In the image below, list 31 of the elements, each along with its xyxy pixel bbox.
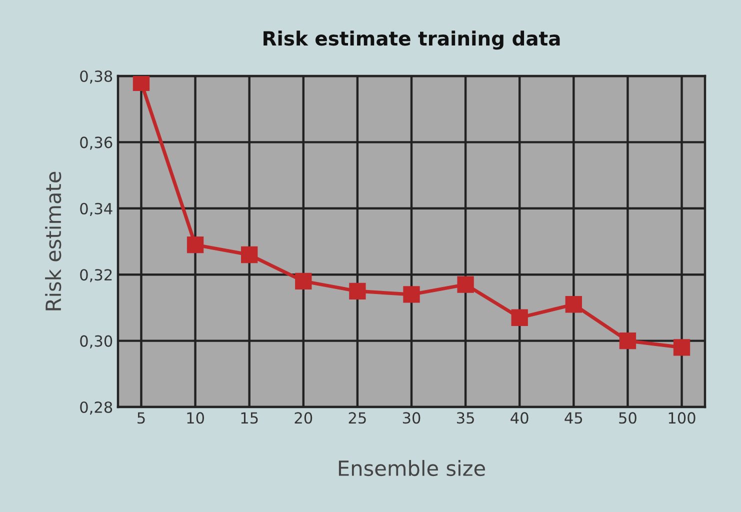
point xyxy=(619,332,636,350)
y-tick-label: 0,32 xyxy=(80,269,112,282)
point xyxy=(565,296,582,313)
point xyxy=(673,339,690,356)
y-axis-title: Risk estimate xyxy=(45,172,62,310)
y-tick-label: 0,28 xyxy=(80,401,112,415)
y-tick-label: 0,36 xyxy=(80,136,112,150)
point xyxy=(295,272,312,290)
x-tick-label: 25 xyxy=(348,412,366,424)
point xyxy=(457,276,474,293)
x-tick-label: 40 xyxy=(510,412,528,424)
point xyxy=(349,282,366,300)
y-tick-label: 0,38 xyxy=(80,70,112,84)
point xyxy=(241,246,258,264)
x-tick-label: 45 xyxy=(564,412,582,424)
x-tick-label: 35 xyxy=(456,412,474,424)
x-tick-label: 20 xyxy=(294,412,312,424)
point xyxy=(132,76,150,91)
y-tick-label: 0,34 xyxy=(80,202,112,216)
x-tick-label: 5 xyxy=(138,412,145,424)
point xyxy=(403,286,420,303)
x-tick-label: 15 xyxy=(241,412,258,424)
y-tick-label: 0,30 xyxy=(80,335,112,348)
x-tick-label: 100 xyxy=(668,412,696,424)
x-tick-label: 50 xyxy=(619,412,636,424)
x-tick-label: 10 xyxy=(187,412,204,424)
chart-title: Risk estimate training data xyxy=(264,30,560,50)
point xyxy=(186,236,204,254)
x-axis-title: Ensemble size xyxy=(338,460,485,476)
point xyxy=(511,309,528,326)
x-tick-label: 30 xyxy=(402,412,420,424)
